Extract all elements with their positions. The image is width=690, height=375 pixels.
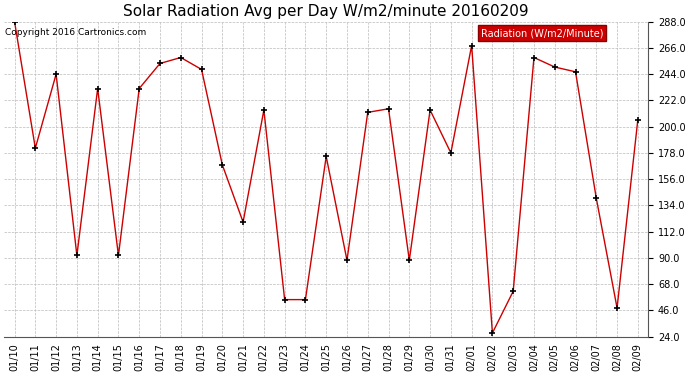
Title: Solar Radiation Avg per Day W/m2/minute 20160209: Solar Radiation Avg per Day W/m2/minute … [124, 4, 529, 19]
Text: Copyright 2016 Cartronics.com: Copyright 2016 Cartronics.com [6, 28, 147, 37]
Text: Radiation (W/m2/Minute): Radiation (W/m2/Minute) [481, 28, 603, 38]
